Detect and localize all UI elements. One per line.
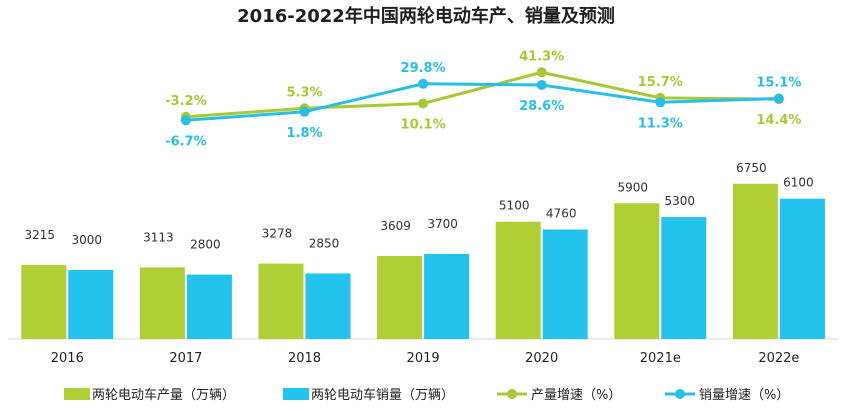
production-rate-label: -3.2% <box>165 94 206 109</box>
x-tick-label: 2022e <box>758 351 799 366</box>
bar-value-label: 3000 <box>72 233 103 247</box>
x-tick-label: 2020 <box>525 351 558 366</box>
bar-production <box>614 203 660 339</box>
x-tick-label: 2018 <box>288 351 321 366</box>
bar-value-label: 4760 <box>546 207 577 221</box>
legend-label: 产量增速（%） <box>531 388 621 403</box>
labels-layer: 3215 3000 2016 3113 2800 2017 3278 2850 2018 3609… <box>25 49 814 366</box>
bar-value-label: 2800 <box>190 238 221 252</box>
legend-swatch <box>64 388 90 400</box>
legend-label: 销量增速（%） <box>699 388 789 403</box>
x-tick-label: 2019 <box>407 351 440 366</box>
production-rate-label: 15.7% <box>638 75 683 90</box>
legend-marker <box>507 389 517 399</box>
production-rate-label: 5.3% <box>286 85 322 100</box>
legend-label: 两轮电动车销量（万辆） <box>311 387 454 403</box>
bar-sales <box>542 229 588 339</box>
sales-rate-line <box>185 82 779 122</box>
bar-value-label: 6100 <box>783 176 814 190</box>
sales-rate-label: 29.8% <box>401 61 446 76</box>
bar-value-label: 3113 <box>143 230 174 244</box>
bar-value-label: 6750 <box>736 161 767 175</box>
production-rate-point <box>536 67 547 78</box>
bar-sales <box>305 273 351 339</box>
sales-rate-point <box>299 106 310 117</box>
bar-value-label: 3700 <box>427 217 458 231</box>
legend-label: 两轮电动车产量（万辆） <box>92 387 235 403</box>
production-rate-label: 14.4% <box>756 113 801 128</box>
bar-production <box>377 255 423 339</box>
bar-value-label: 3278 <box>262 227 293 241</box>
sales-rate-label: -6.7% <box>165 134 206 149</box>
sales-rate-point <box>536 80 547 90</box>
chart-title: 2016-2022年中国两轮电动车产、销量及预测 <box>237 5 615 27</box>
sales-rate-label: 1.8% <box>286 126 322 141</box>
production-rate-label: 10.1% <box>401 118 446 133</box>
bar-value-label: 5100 <box>499 199 530 213</box>
production-rate-point <box>418 98 429 109</box>
x-tick-label: 2017 <box>169 351 202 366</box>
bar-sales <box>424 253 470 339</box>
bar-value-label: 3215 <box>25 228 56 242</box>
bar-sales <box>186 274 232 339</box>
production-rate-line <box>185 70 779 119</box>
sales-rate-point <box>180 115 191 126</box>
sales-rate-point <box>773 93 784 104</box>
bar-value-label: 5900 <box>618 180 649 194</box>
sales-rate-point <box>655 97 666 108</box>
bar-production <box>258 263 304 339</box>
legend[interactable]: 两轮电动车产量（万辆） 两轮电动车销量（万辆） 产量增速（%） 销量增速（%） <box>64 387 789 403</box>
production-rate-label: 41.3% <box>519 49 564 64</box>
bar-production <box>732 183 778 339</box>
sales-rate-label: 28.6% <box>519 99 564 114</box>
sales-rate-label: 11.3% <box>638 116 683 131</box>
sales-rate-label: 15.1% <box>756 76 801 91</box>
bar-sales <box>779 198 825 339</box>
bar-value-label: 2850 <box>309 236 340 250</box>
bar-sales <box>68 270 114 339</box>
x-tick-label: 2021e <box>640 351 681 366</box>
bar-sales <box>661 217 707 339</box>
bar-production <box>495 221 541 339</box>
bars-layer <box>21 183 825 339</box>
bar-production <box>21 265 67 339</box>
x-tick-label: 2016 <box>51 351 84 366</box>
legend-marker <box>675 389 685 399</box>
legend-swatch <box>283 388 309 400</box>
bar-value-label: 5300 <box>665 194 696 208</box>
sales-rate-point <box>418 78 429 89</box>
bar-value-label: 3609 <box>380 219 411 233</box>
rate-lines-layer <box>180 67 784 126</box>
bar-production <box>139 267 185 339</box>
